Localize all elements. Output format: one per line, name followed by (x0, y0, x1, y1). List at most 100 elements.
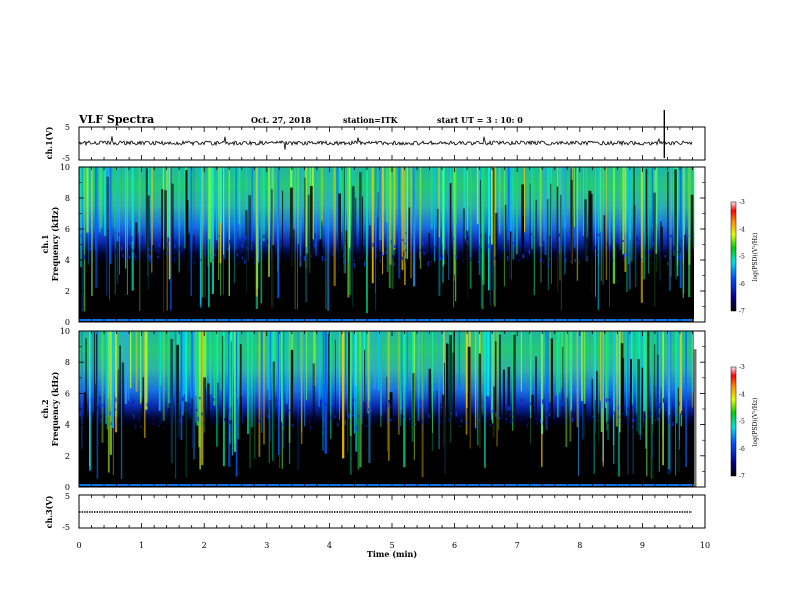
spectrogram-gap (272, 245, 275, 322)
spectrogram-burst (533, 167, 535, 296)
spectrogram-burst (348, 167, 349, 263)
spectrogram-speckle (128, 256, 130, 259)
spectrogram-speckle (377, 243, 380, 247)
spectrogram-speckle (680, 247, 682, 253)
spectrogram-speckle (236, 253, 238, 257)
spectrogram-gap (348, 331, 350, 487)
spectrogram-speckle (512, 411, 514, 416)
spectrogram-speckle (414, 422, 416, 426)
spectrogram-burst (297, 167, 298, 310)
spectrogram-burst (232, 331, 233, 456)
spectrogram-speckle (692, 412, 694, 415)
spectrogram-speckle (687, 235, 689, 237)
spectrogram-gap (117, 369, 119, 487)
spectrogram-speckle (605, 398, 608, 403)
spectrogram-gap (345, 230, 348, 322)
spectrogram-gap (327, 333, 330, 487)
spectrogram-speckle (612, 410, 614, 415)
spectrogram-speckle (323, 417, 325, 422)
spectrogram-speckle (570, 261, 572, 263)
spectrogram-speckle (681, 411, 683, 415)
spectrogram-speckle (490, 424, 492, 426)
spectrogram-speckle (678, 255, 680, 260)
spectrogram-gap (207, 383, 210, 487)
spectrogram-speckle (287, 399, 289, 404)
spectrogram-gap (168, 403, 170, 487)
spectrogram-burst (138, 167, 140, 233)
spectrogram-speckle (135, 258, 137, 261)
spectrogram-burst (530, 331, 532, 445)
spectrogram-speckle (126, 256, 128, 260)
spectrogram-speckle (665, 427, 667, 430)
spectrogram-gap (472, 414, 475, 487)
spectrogram-speckle (668, 234, 670, 239)
spectrogram-speckle (149, 241, 151, 246)
spectrogram-burst (319, 331, 321, 399)
spectrogram-speckle (270, 413, 272, 417)
spectrogram-burst (131, 167, 134, 291)
spectrogram-burst (474, 331, 477, 429)
spectrogram-speckle (395, 233, 397, 235)
spectrogram-speckle (592, 410, 594, 414)
spectrogram-speckle (249, 236, 251, 241)
spectrogram-gap (106, 176, 109, 322)
spectrogram-speckle (371, 241, 373, 244)
spectrogram-burst (438, 167, 441, 296)
spectrogram-gap (517, 259, 519, 322)
colorbar-tick-label: -3 (739, 364, 745, 371)
spectrogram-burst (635, 331, 638, 414)
spectrogram-burst (645, 167, 646, 246)
spectrogram-gap (318, 240, 322, 322)
spectrogram-burst (403, 167, 405, 251)
ch1-waveform-ylabel: ch.1(V) (44, 126, 54, 159)
spectrogram-burst (676, 167, 679, 277)
spectrogram-speckle (394, 244, 396, 248)
spectrogram-burst (549, 167, 551, 236)
spectrogram-speckle (588, 261, 590, 263)
spectrogram-speckle (385, 251, 387, 254)
spectrogram-burst (481, 167, 484, 310)
colorbar-tick-label: -4 (739, 226, 745, 233)
spectrogram-gap (176, 344, 179, 487)
spectrogram-speckle (648, 414, 650, 418)
spectrogram-speckle (540, 418, 542, 424)
spectrogram-speckle (422, 241, 424, 246)
spectrogram-gap (493, 386, 496, 487)
spectrogram-burst (151, 167, 153, 273)
spectrogram-speckle (173, 257, 176, 263)
spectrogram-speckle (202, 422, 204, 425)
spectrogram-gap (304, 177, 306, 322)
spectrogram-speckle (479, 419, 481, 422)
spectrogram-gap (505, 411, 507, 487)
spectrogram-speckle (131, 236, 133, 242)
spectrogram-speckle (437, 253, 439, 259)
spectrogram-speckle (346, 425, 348, 427)
spectrogram-speckle (259, 240, 261, 243)
spectrogram-burst (595, 331, 596, 433)
spectrogram-speckle (596, 254, 598, 257)
spectrogram-burst (200, 331, 202, 459)
spectrogram-burst (228, 167, 230, 297)
spectrogram-speckle (580, 404, 582, 410)
spectrogram-speckle (288, 409, 290, 412)
spectrogram-speckle (480, 233, 482, 238)
spectrogram-burst (517, 167, 518, 242)
x-tick-label: 10 (700, 541, 710, 550)
spectrogram-burst (595, 167, 596, 297)
spectrogram-gap (466, 408, 469, 487)
spectrogram-burst (682, 167, 684, 299)
spectrogram-burst (277, 167, 279, 272)
spectrogram-speckle (664, 255, 666, 258)
spectrogram-speckle (318, 253, 320, 255)
spectrogram-speckle (440, 256, 442, 260)
spectrogram-burst (539, 167, 541, 247)
spectrogram-speckle (634, 256, 636, 260)
spectrogram-burst (557, 331, 559, 418)
spectrogram-burst (574, 167, 575, 228)
spectrogram-burst (104, 167, 107, 236)
spectrogram-gap (467, 392, 469, 487)
spectrogram-gap (570, 168, 573, 322)
spectrogram-speckle (101, 415, 103, 417)
spectrogram-gap (140, 408, 142, 487)
